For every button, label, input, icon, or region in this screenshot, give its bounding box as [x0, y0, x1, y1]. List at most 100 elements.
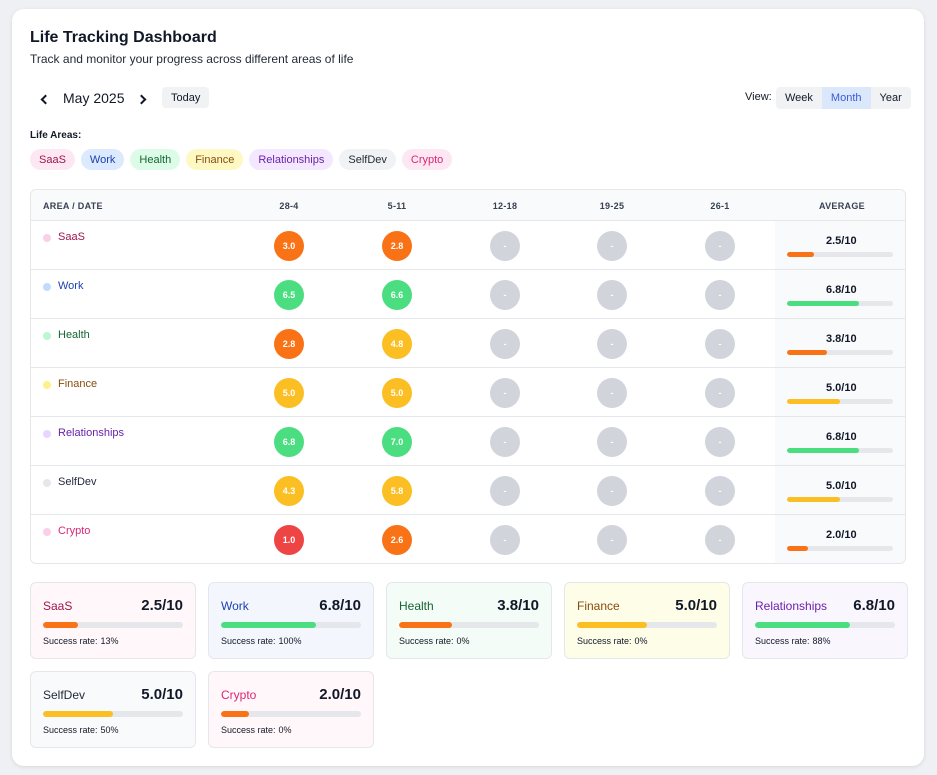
current-month: May 2025 — [63, 90, 125, 106]
score-cell[interactable]: 5.8 — [382, 476, 412, 506]
score-cell[interactable]: - — [490, 329, 520, 359]
score-cell[interactable]: - — [597, 476, 627, 506]
tracking-table: AREA / DATE AVERAGE 28-4 5-11 12-18 19-25 26… — [30, 189, 906, 564]
success-rate: Success rate: 0% — [577, 636, 648, 646]
score-cell[interactable]: - — [597, 329, 627, 359]
summary-average: 2.5/10 — [141, 597, 183, 614]
average-value: 6.8/10 — [826, 284, 857, 296]
table-row: Health 2.8 4.8 - - - 3.8/10 — [31, 319, 905, 368]
view-option-month[interactable]: Month — [821, 87, 871, 109]
summary-area-name: Relationships — [755, 599, 828, 613]
success-rate-value: 100% — [278, 636, 302, 646]
life-areas-label: Life Areas: — [30, 130, 82, 141]
score-cell[interactable]: - — [705, 525, 735, 555]
summary-progress-fill — [43, 622, 78, 628]
score-cell[interactable]: 4.8 — [382, 329, 412, 359]
success-rate: Success rate: 100% — [221, 636, 302, 646]
view-option-year[interactable]: Year — [879, 92, 902, 104]
chevron-right-icon — [136, 94, 147, 104]
score-cell[interactable]: 5.0 — [382, 378, 412, 408]
average-bar-fill — [787, 497, 840, 502]
summary-area-name: SaaS — [43, 599, 73, 613]
summary-progress-bar — [755, 622, 895, 628]
summary-progress-fill — [221, 711, 249, 717]
area-name: SaaS — [58, 231, 85, 243]
score-cell[interactable]: 1.0 — [274, 525, 304, 555]
week-header-5-11: 5-11 — [387, 201, 407, 211]
prev-month-button[interactable] — [34, 89, 54, 109]
table-row: Relationships 6.8 7.0 - - - 6.8/10 — [31, 417, 905, 466]
score-cell[interactable]: - — [490, 231, 520, 261]
score-cell[interactable]: 5.0 — [274, 378, 304, 408]
week-header-12-18: 12-18 — [492, 201, 518, 211]
score-cell[interactable]: - — [490, 427, 520, 457]
score-cell[interactable]: 2.8 — [274, 329, 304, 359]
summary-progress-bar — [399, 622, 539, 628]
average-bar-fill — [787, 546, 809, 551]
area-chip-crypto[interactable]: Crypto — [401, 149, 453, 170]
score-cell[interactable]: 3.0 — [274, 231, 304, 261]
view-label: View: — [745, 91, 772, 103]
score-cell[interactable]: - — [597, 280, 627, 310]
average-value: 2.0/10 — [826, 529, 857, 541]
score-cell[interactable]: 6.6 — [382, 280, 412, 310]
score-cell[interactable]: 4.3 — [274, 476, 304, 506]
score-cell[interactable]: 2.8 — [382, 231, 412, 261]
score-cell[interactable]: 7.0 — [382, 427, 412, 457]
score-cell[interactable]: - — [705, 427, 735, 457]
average-bar — [787, 399, 893, 404]
area-chip-saas[interactable]: SaaS — [30, 149, 75, 170]
average-bar — [787, 252, 893, 257]
score-cell[interactable]: 6.8 — [274, 427, 304, 457]
score-cell[interactable]: - — [490, 525, 520, 555]
score-cell[interactable]: - — [490, 476, 520, 506]
score-cell[interactable]: - — [597, 378, 627, 408]
area-dot-icon — [43, 234, 51, 242]
success-rate-label: Success rate: — [221, 725, 276, 735]
page-subtitle: Track and monitor your progress across d… — [30, 52, 354, 66]
success-rate-value: 0% — [456, 636, 470, 646]
score-cell[interactable]: - — [705, 231, 735, 261]
score-cell[interactable]: - — [705, 280, 735, 310]
summary-area-name: SelfDev — [43, 688, 86, 702]
area-name: Relationships — [58, 427, 125, 439]
area-chip-health[interactable]: Health — [130, 149, 181, 170]
area-chip-finance[interactable]: Finance — [186, 149, 244, 170]
average-bar-fill — [787, 399, 840, 404]
area-chip-work[interactable]: Work — [80, 149, 125, 170]
summary-progress-fill — [43, 711, 113, 717]
score-cell[interactable]: - — [705, 476, 735, 506]
summary-progress-bar — [221, 622, 361, 628]
area-name: SelfDev — [58, 476, 97, 488]
score-cell[interactable]: - — [597, 525, 627, 555]
score-cell[interactable]: - — [597, 427, 627, 457]
success-rate-label: Success rate: — [399, 636, 454, 646]
average-value: 6.8/10 — [826, 431, 857, 443]
summary-progress-fill — [399, 622, 453, 628]
score-cell[interactable]: 6.5 — [274, 280, 304, 310]
summary-card-health: Health 3.8/10 Success rate: 0% — [386, 582, 552, 659]
average-value: 5.0/10 — [826, 480, 857, 492]
score-cell[interactable]: - — [705, 329, 735, 359]
average-value: 2.5/10 — [826, 235, 857, 247]
summary-card-relationships: Relationships 6.8/10 Success rate: 88% — [742, 582, 908, 659]
summary-card-finance: Finance 5.0/10 Success rate: 0% — [564, 582, 730, 659]
today-button[interactable]: Today — [162, 87, 210, 108]
average-bar-fill — [787, 448, 860, 453]
area-chip-selfdev[interactable]: SelfDev — [339, 149, 396, 170]
summary-progress-fill — [577, 622, 647, 628]
score-cell[interactable]: - — [490, 280, 520, 310]
summary-progress-fill — [221, 622, 317, 628]
dashboard-card: Life Tracking Dashboard Track and monito… — [12, 9, 924, 766]
view-option-week[interactable]: Week — [785, 92, 813, 104]
summary-progress-bar — [43, 622, 183, 628]
area-chip-relationships[interactable]: Relationships — [249, 149, 334, 170]
success-rate-label: Success rate: — [577, 636, 632, 646]
score-cell[interactable]: - — [597, 231, 627, 261]
average-bar — [787, 448, 893, 453]
summary-card-work: Work 6.8/10 Success rate: 100% — [208, 582, 374, 659]
score-cell[interactable]: - — [490, 378, 520, 408]
score-cell[interactable]: - — [705, 378, 735, 408]
next-month-button[interactable] — [133, 89, 153, 109]
score-cell[interactable]: 2.6 — [382, 525, 412, 555]
